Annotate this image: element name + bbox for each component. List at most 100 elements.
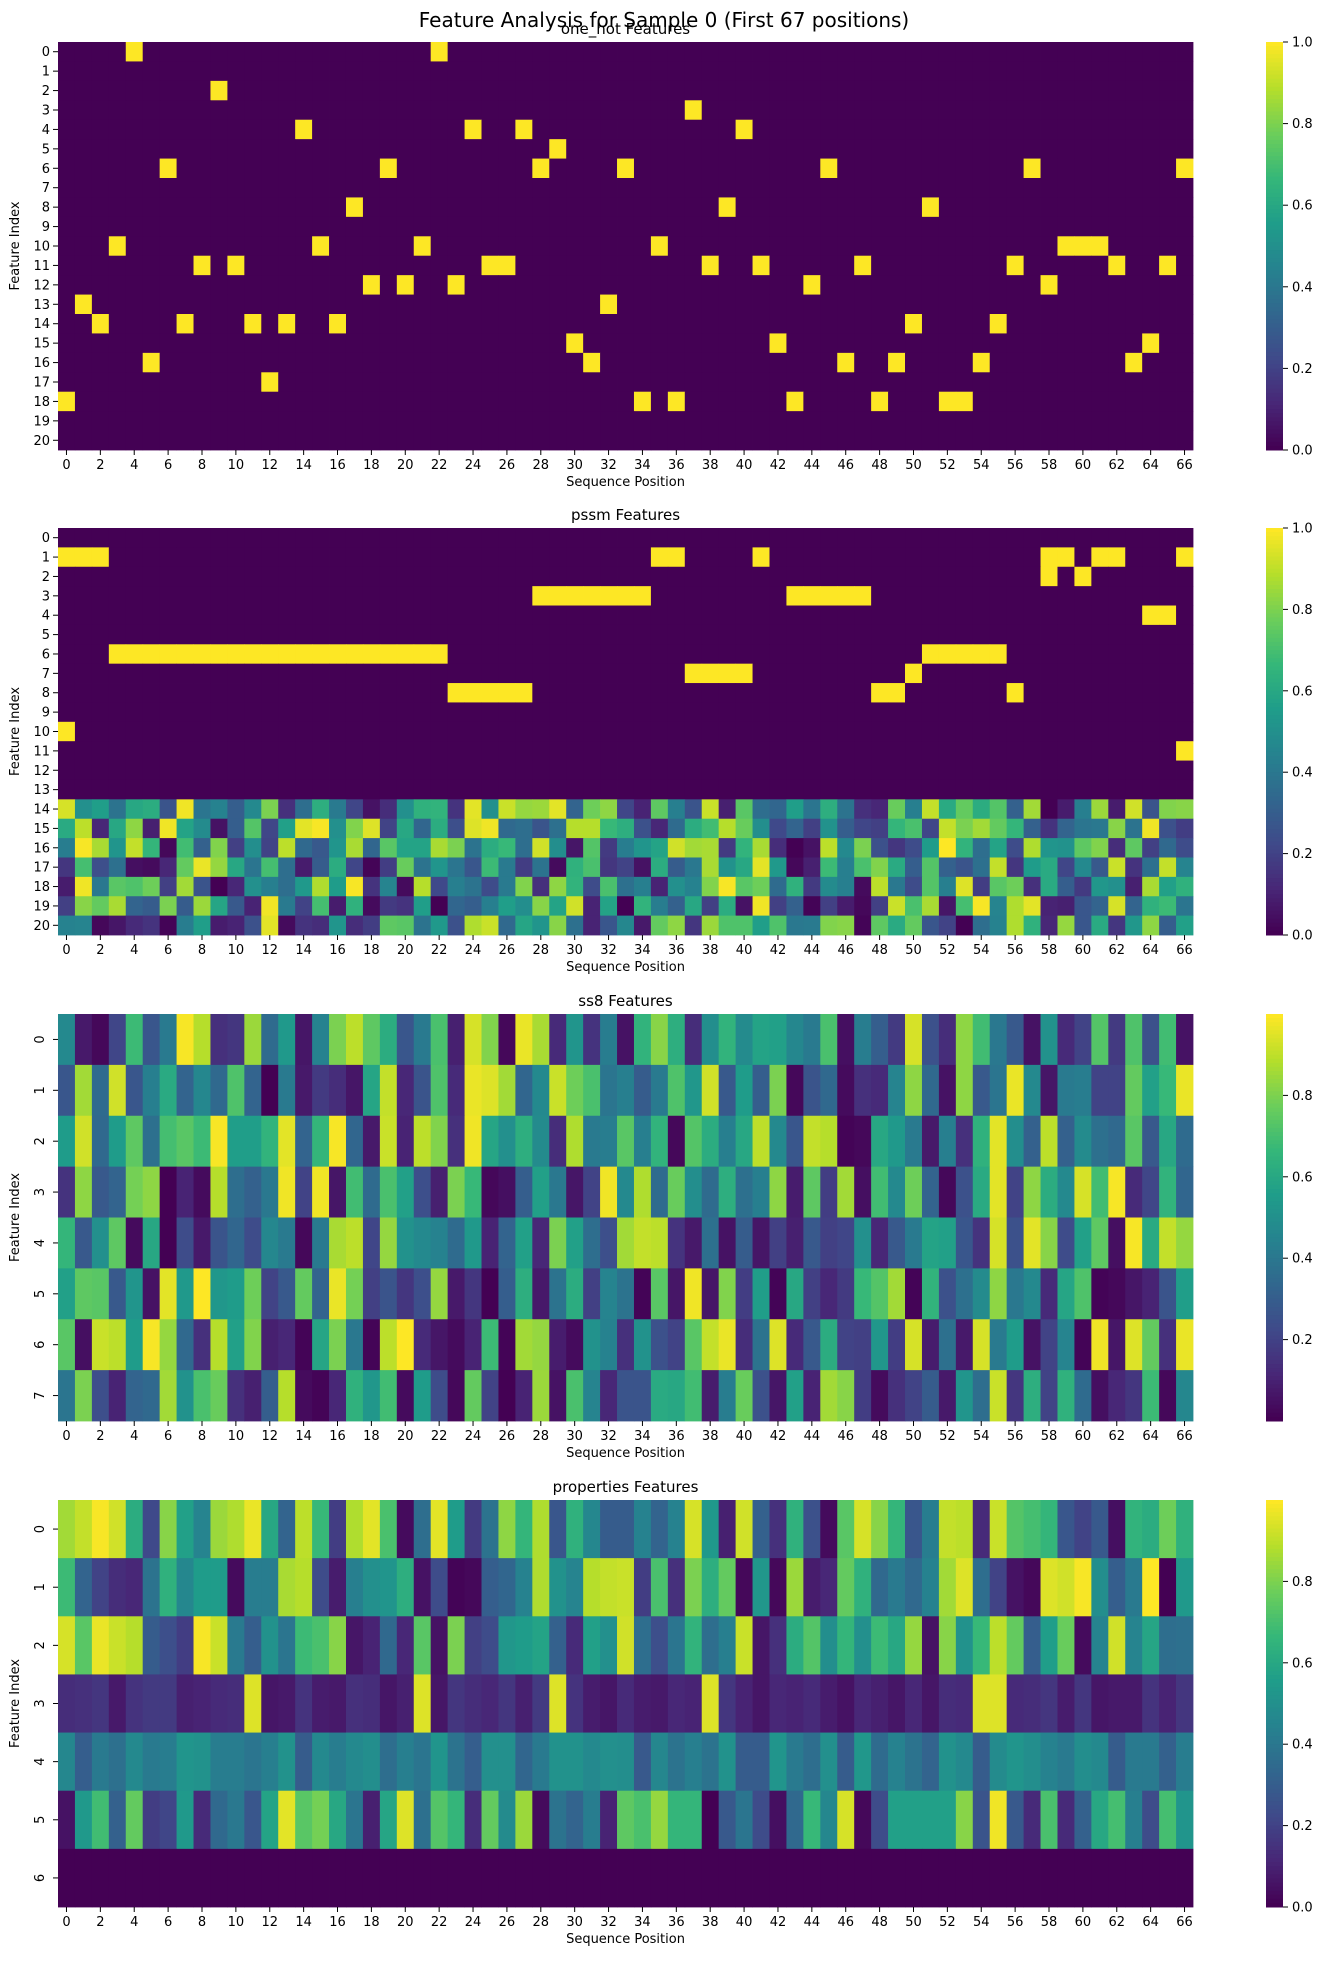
- heatmap-cell: [210, 197, 228, 218]
- heatmap-cell: [938, 1064, 957, 1117]
- colorbar-segment: [1266, 1290, 1283, 1296]
- heatmap-cell: [684, 1732, 703, 1792]
- heatmap-cell: [176, 586, 194, 606]
- heatmap-cell: [820, 42, 838, 62]
- heatmap-cell: [430, 779, 449, 800]
- heatmap-cell: [752, 1848, 770, 1908]
- heatmap-cell: [955, 1848, 974, 1908]
- heatmap-cell: [1108, 42, 1126, 62]
- heatmap-cell: [125, 721, 144, 742]
- heatmap-cell: [566, 391, 584, 412]
- heatmap-cell: [1040, 1558, 1058, 1617]
- colorbar-segment: [1266, 926, 1283, 932]
- heatmap-cell: [650, 1268, 669, 1320]
- heatmap-cell: [261, 876, 279, 897]
- heatmap-cell: [786, 741, 804, 761]
- heatmap-cell: [769, 80, 787, 101]
- heatmap-cell: [938, 1732, 957, 1792]
- heatmap-cell: [1040, 779, 1058, 800]
- heatmap-cell: [74, 430, 93, 451]
- heatmap-cell: [888, 255, 906, 276]
- heatmap-cell: [125, 1268, 144, 1320]
- heatmap-cell: [108, 838, 127, 858]
- heatmap-cell: [803, 663, 821, 684]
- y-tick-label: 6: [33, 1874, 48, 1882]
- heatmap-cell: [1108, 741, 1126, 761]
- heatmap-cell: [583, 158, 601, 179]
- heatmap-cell: [210, 1370, 228, 1422]
- heatmap-cell: [650, 624, 669, 645]
- heatmap-cell: [1142, 61, 1160, 82]
- heatmap-cell: [430, 1848, 449, 1908]
- heatmap-cell: [329, 1268, 347, 1320]
- heatmap-cell: [447, 1064, 465, 1117]
- x-tick-label: 8: [198, 458, 206, 473]
- heatmap-cell: [1006, 1848, 1024, 1908]
- heatmap-cell: [1023, 391, 1041, 412]
- heatmap-cell: [1057, 683, 1075, 703]
- heatmap-cell: [91, 314, 110, 334]
- heatmap-cell: [159, 818, 177, 839]
- heatmap-cell: [633, 197, 652, 218]
- heatmap-cell: [498, 896, 516, 917]
- heatmap-cell: [1074, 1558, 1092, 1617]
- x-tick-label: 46: [837, 1915, 854, 1930]
- heatmap-cell: [1057, 333, 1075, 354]
- heatmap-cell: [176, 896, 194, 917]
- heatmap-cell: [1108, 857, 1126, 878]
- heatmap-cell: [1040, 1064, 1058, 1117]
- colorbar-segment: [1266, 299, 1283, 304]
- heatmap-cell: [91, 255, 110, 276]
- heatmap-cell: [1176, 352, 1194, 373]
- colorbar-segment: [1266, 597, 1283, 602]
- heatmap-cell: [396, 838, 415, 858]
- colorbar-segment: [1266, 123, 1283, 129]
- heatmap-cell: [515, 818, 533, 839]
- colorbar-tick-label: 0.6: [1292, 684, 1313, 699]
- heatmap-cell: [1108, 799, 1126, 820]
- heatmap-cell: [566, 644, 584, 665]
- heatmap-cell: [159, 1217, 177, 1269]
- heatmap-cell: [498, 644, 516, 665]
- heatmap-cell: [921, 741, 940, 761]
- heatmap-cell: [1142, 741, 1160, 761]
- heatmap-cell: [379, 1319, 398, 1371]
- heatmap-cell: [312, 1370, 330, 1422]
- heatmap-cell: [447, 721, 465, 742]
- heatmap-cell: [1074, 255, 1092, 276]
- heatmap-cell: [617, 644, 635, 665]
- heatmap-cell: [1074, 624, 1092, 645]
- heatmap-cell: [532, 1115, 550, 1168]
- heatmap-cell: [938, 1217, 957, 1269]
- heatmap-cell: [583, 61, 601, 82]
- heatmap-cell: [295, 1558, 313, 1617]
- heatmap-cell: [345, 566, 364, 587]
- heatmap-cell: [854, 139, 872, 159]
- heatmap-cell: [786, 1674, 804, 1733]
- heatmap-cell: [1125, 605, 1143, 626]
- heatmap-cell: [329, 61, 347, 82]
- heatmap-cell: [58, 760, 76, 781]
- heatmap-cell: [938, 333, 957, 354]
- heatmap-cell: [244, 314, 262, 334]
- heatmap-cell: [108, 275, 127, 295]
- heatmap-cell: [989, 1217, 1008, 1269]
- heatmap-cell: [871, 528, 889, 548]
- heatmap-cell: [464, 1500, 482, 1559]
- heatmap-cell: [633, 178, 652, 198]
- heatmap-cell: [921, 352, 940, 373]
- y-axis-label: Feature Index: [8, 201, 23, 290]
- heatmap-cell: [667, 760, 686, 781]
- heatmap-cell: [1176, 1014, 1194, 1066]
- heatmap-cell: [74, 528, 93, 548]
- heatmap-cell: [566, 586, 584, 606]
- heatmap-cell: [905, 683, 923, 703]
- heatmap-cell: [888, 1500, 906, 1559]
- colorbar-segment: [1266, 1691, 1283, 1696]
- heatmap-cell: [210, 1790, 228, 1850]
- heatmap-cell: [938, 915, 957, 936]
- colorbar-segment: [1266, 119, 1283, 125]
- heatmap-cell: [532, 411, 550, 431]
- heatmap-cell: [125, 760, 144, 781]
